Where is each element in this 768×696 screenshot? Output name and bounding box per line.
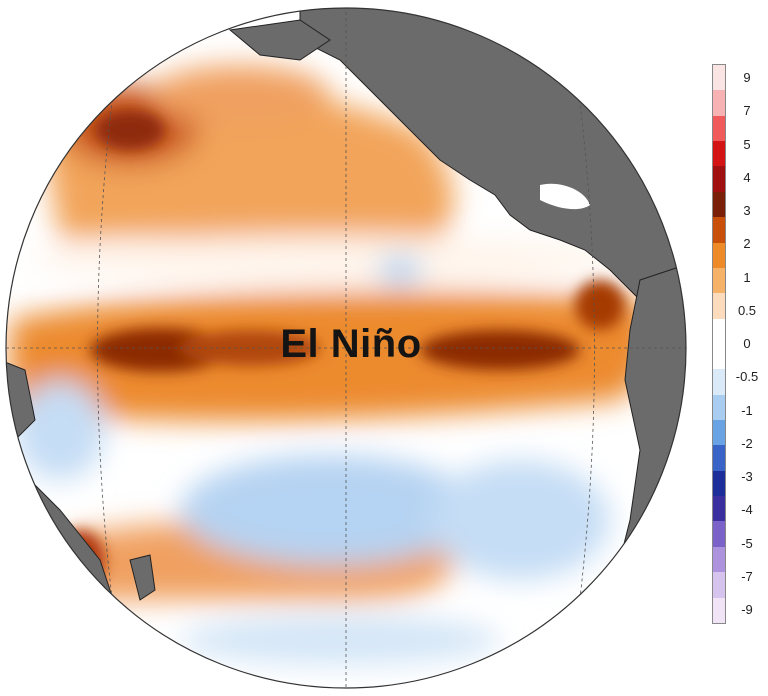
legend-color-segment	[713, 318, 725, 344]
legend-tick-label: -7	[741, 568, 753, 584]
central-cool-spot	[378, 256, 422, 284]
legend-color-segment	[713, 191, 725, 218]
globe-canvas	[5, 7, 687, 689]
legend-tick-label: 2	[743, 236, 751, 252]
southwest-cool-patch	[15, 380, 105, 480]
legend-color-segment	[713, 369, 725, 395]
legend-color-segment	[713, 90, 725, 116]
legend-color-segment	[713, 445, 725, 471]
legend-color-segment	[713, 217, 725, 243]
legend-color-segment	[713, 242, 725, 268]
central-equatorial-core	[180, 330, 320, 366]
legend-tick-label: 0.5	[737, 302, 757, 318]
graticule	[6, 8, 686, 688]
color-legend-labels: 9 7 5 4 3 2 1 0.5 0 -0.5 -1 -2 -3 -4 -5 -7 -9	[728, 64, 768, 624]
legend-color-segment	[713, 65, 725, 91]
legend-tick-label: -5	[741, 535, 753, 551]
far-south-cool	[180, 615, 500, 665]
east-equatorial-max	[420, 330, 580, 370]
legend-tick-label: -2	[741, 435, 753, 451]
legend-tick-label: 3	[743, 203, 751, 218]
coastal-warm-spot	[575, 280, 625, 330]
legend-color-segment	[713, 343, 725, 370]
legend-tick-label: -9	[741, 602, 753, 617]
subtropical-neutral	[30, 235, 630, 285]
legend-tick-label: 4	[743, 169, 751, 185]
legend-tick-label: 1	[743, 269, 751, 285]
map-globe: El Niño	[5, 7, 687, 689]
legend-tick-label: -0.5	[735, 369, 759, 385]
legend-color-segment	[713, 572, 725, 598]
legend-color-segment	[713, 597, 725, 623]
nw-hotspot-core	[95, 110, 165, 150]
legend-color-segment	[713, 470, 725, 497]
equatorial-warm-tongue	[10, 291, 651, 421]
gulf-of-mexico	[540, 183, 590, 210]
legend-tick-label: 7	[743, 103, 751, 119]
legend-color-segment	[713, 115, 725, 142]
north-warm-streak	[150, 65, 330, 125]
legend-color-segment	[713, 141, 725, 167]
legend-tick-label: -1	[741, 402, 753, 418]
southeast-cool-patch	[430, 460, 610, 580]
legend-color-segment	[713, 394, 725, 421]
legend-tick-label: 0	[743, 336, 751, 351]
south-pacific-cool-patch	[180, 455, 480, 565]
legend-tick-label: -3	[741, 469, 753, 484]
color-legend-bar	[712, 64, 726, 624]
legend-color-segment	[713, 293, 725, 319]
el-nino-label: El Niño	[280, 322, 422, 366]
legend-tick-label: -4	[741, 502, 753, 518]
legend-color-segment	[713, 546, 725, 573]
legend-tick-label: 9	[743, 70, 751, 85]
alaska-land	[228, 19, 331, 61]
globe-outline	[5, 7, 687, 689]
new-zealand-land	[129, 554, 156, 601]
legend-color-segment	[713, 166, 725, 192]
legend-tick-label: 5	[743, 136, 751, 152]
legend-color-segment	[713, 521, 725, 547]
legend-color-segment	[713, 496, 725, 522]
legend-color-segment	[713, 267, 725, 294]
legend-color-segment	[713, 420, 725, 446]
